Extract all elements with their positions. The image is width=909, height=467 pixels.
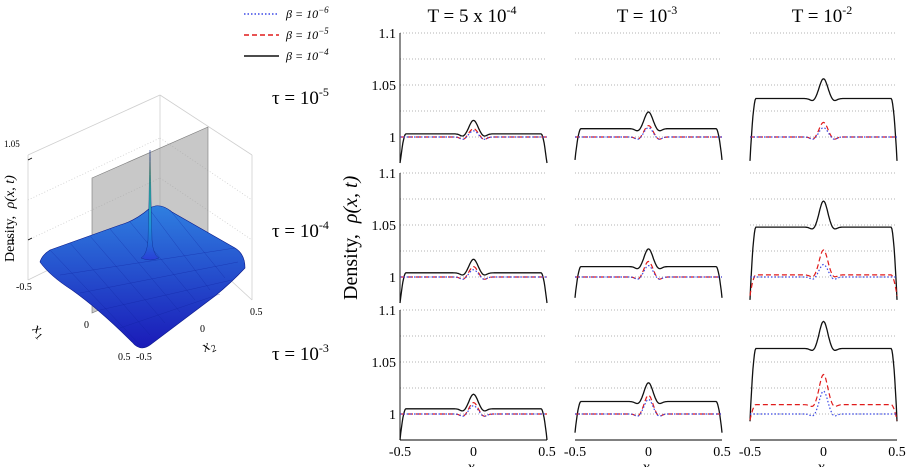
x2-tick-pos: 0.5 (250, 307, 263, 318)
surface-plot: 1.05 1 Density, ρ(x, t) -0.5 0 0.5 x1 -0… (3, 94, 263, 363)
series-line-3 (399, 258, 548, 304)
legend-entry-text: β = 10 (285, 49, 318, 63)
density-surface (39, 205, 246, 349)
column-titles: T = 5 x 10-4 T = 10-3 T = 10-2 (428, 3, 853, 27)
grid-ylabel-text: Density, (340, 234, 362, 300)
y-tick-label: 1.05 (372, 79, 397, 94)
y-tick-label: 1 (389, 408, 396, 423)
series-line-3 (399, 393, 548, 441)
series-line-1 (750, 126, 897, 140)
surface-zlabel-text: Density, (3, 216, 18, 262)
series-line-2 (575, 394, 722, 417)
grid-ylabel-math: ρ(x, t) (340, 175, 362, 224)
series-line-1 (750, 390, 897, 417)
series-line-1 (750, 263, 897, 280)
series-line-1 (575, 264, 722, 280)
legend-entry-2: β = 10−5 (285, 26, 329, 42)
series-line-1 (575, 398, 722, 417)
x-axis-label: x2 (642, 459, 656, 467)
grid-ylabel: Density, ρ(x, t) (340, 175, 362, 300)
x-axis-label: x2 (817, 459, 831, 467)
series-line-3 (574, 111, 723, 160)
x1-label: x1 (27, 320, 49, 343)
row-label-2: τ = 10-4 (272, 218, 329, 242)
x2-tick-0: 0 (200, 324, 205, 335)
y-tick-label: 1.05 (372, 219, 397, 234)
panel-r2-c1: 1.1 1.05 1 (372, 167, 548, 304)
x-tick-label: -0.5 (389, 445, 411, 460)
row-label-1: τ = 10-5 (272, 85, 329, 109)
series-line-1 (575, 126, 722, 140)
series-line-3 (749, 320, 898, 422)
x1-tick-pos: 0.5 (118, 352, 131, 363)
panel-r2-c3 (749, 172, 898, 300)
x-tick-label: -0.5 (739, 445, 761, 460)
legend-entry-text: β = 10 (285, 7, 318, 21)
surface-zlabel-math: ρ(x, t) (3, 175, 18, 209)
series-line-3 (574, 248, 723, 298)
column-title-1: T = 5 x 10-4 (428, 3, 517, 27)
row-labels: τ = 10-5 τ = 10-4 τ = 10-3 (272, 85, 329, 365)
panel-r2-c2 (574, 172, 723, 298)
panel-r1-c3 (749, 32, 898, 161)
row-label-3: τ = 10-3 (272, 341, 329, 365)
series-line-2 (749, 249, 898, 296)
column-title-3: T = 10-2 (792, 3, 852, 27)
panel-r1-c1: 1.1 1.05 1 (372, 27, 548, 164)
density-spike (140, 149, 160, 261)
x-tick-label: 0 (470, 445, 477, 460)
x2-tick-neg: -0.5 (136, 352, 152, 363)
legend-entry-exp: −4 (318, 47, 329, 57)
y-tick-label: 1 (389, 271, 396, 286)
legend-entry-1: β = 10−6 (285, 5, 329, 21)
series-line-2 (749, 373, 898, 421)
series-line-1 (400, 269, 547, 280)
x1-tick-neg: -0.5 (16, 282, 32, 293)
legend-entry-text: β = 10 (285, 28, 318, 42)
x1-tick-0: 0 (84, 320, 89, 331)
series-line-1 (400, 405, 547, 417)
legend: β = 10−6β = 10−5β = 10−4 (241, 2, 353, 66)
x2-label: x2 (198, 336, 218, 359)
series-line-1 (400, 130, 547, 140)
x-axis-label: x2 (467, 459, 481, 467)
series-line-3 (749, 78, 898, 161)
x-tick-label: 0 (820, 445, 827, 460)
surface-mesh (49, 209, 239, 346)
legend-entry-3: β = 10−4 (285, 47, 329, 63)
x-tick-label: 0.5 (538, 445, 556, 460)
y-tick-label: 1.05 (372, 356, 397, 371)
y-tick-label: 1.1 (379, 167, 397, 182)
x-tick-label: -0.5 (564, 445, 586, 460)
panel-r3-c3: -0.5 0 0.5 x2 (739, 309, 906, 467)
x-tick-label: 0.5 (888, 445, 906, 460)
y-tick-label: 1.1 (379, 304, 397, 319)
panel-grid: 1.1 1.05 1 1.1 1.05 1 1.1 1.05 1 -0.5 0 0.5 x2 -0.5 0 0… (372, 27, 906, 467)
series-line-3 (399, 119, 548, 164)
x-tick-label: 0 (645, 445, 652, 460)
y-tick-label: 1.1 (379, 27, 397, 42)
series-line-3 (749, 200, 898, 300)
z-tick-1.05: 1.05 (4, 139, 20, 149)
panel-r3-c1: 1.1 1.05 1 -0.5 0 0.5 x2 (372, 304, 556, 467)
panel-r3-c2: -0.5 0 0.5 x2 (564, 309, 731, 467)
column-title-2: T = 10-3 (617, 3, 677, 27)
surface-zlabel: Density, ρ(x, t) (3, 175, 18, 262)
x-tick-label: 0.5 (713, 445, 731, 460)
y-tick-label: 1 (389, 131, 396, 146)
legend-entry-exp: −5 (318, 26, 329, 36)
panel-r1-c2 (574, 32, 723, 160)
z-tick-1: 1 (10, 236, 15, 247)
legend-entry-exp: −6 (318, 5, 329, 15)
series-line-3 (574, 382, 723, 433)
